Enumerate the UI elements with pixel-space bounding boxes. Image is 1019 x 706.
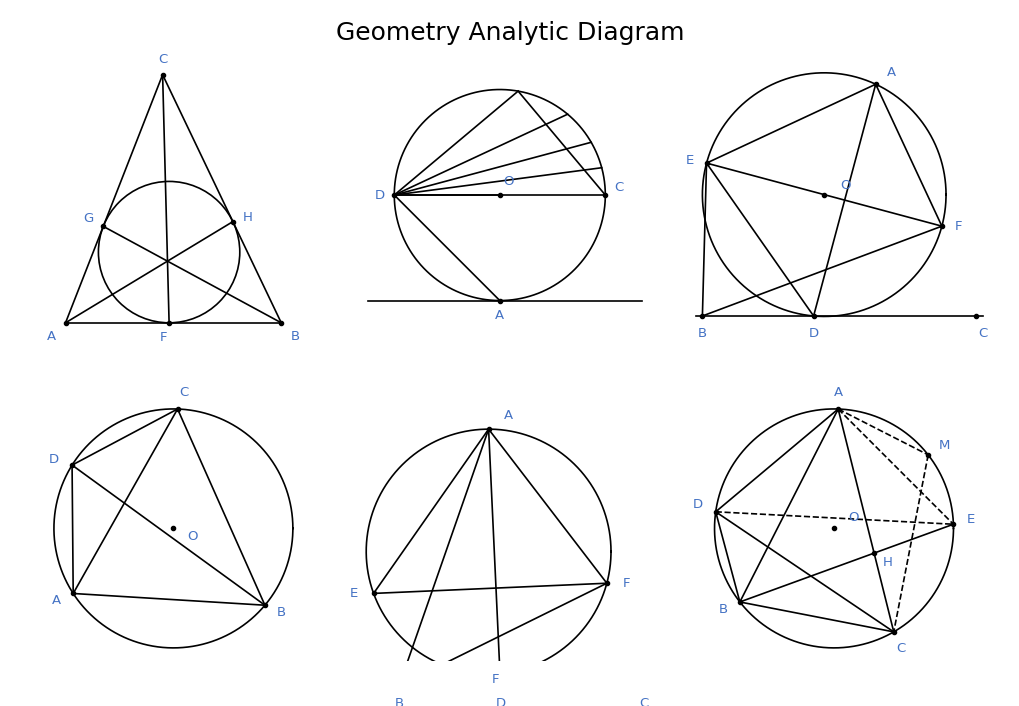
Text: C: C [613, 181, 623, 194]
Text: B: B [290, 330, 300, 343]
Text: C: C [158, 53, 167, 66]
Text: D: D [495, 698, 505, 706]
Text: C: C [896, 642, 905, 655]
Text: Geometry Analytic Diagram: Geometry Analytic Diagram [335, 21, 684, 45]
Text: A: A [495, 309, 503, 322]
Text: A: A [52, 594, 61, 607]
Text: A: A [833, 385, 842, 399]
Text: O: O [848, 511, 858, 525]
Text: A: A [887, 66, 896, 78]
Text: D: D [692, 498, 702, 511]
Text: F: F [954, 220, 962, 233]
Text: H: H [881, 556, 892, 569]
Text: D: D [808, 327, 818, 340]
Text: B: B [394, 698, 404, 706]
Text: C: C [178, 385, 187, 399]
Text: O: O [187, 530, 198, 544]
Text: D: D [49, 453, 59, 466]
Text: D: D [374, 189, 384, 201]
Text: E: E [350, 587, 358, 600]
Text: E: E [685, 154, 693, 167]
Text: C: C [977, 327, 986, 340]
Text: H: H [243, 211, 253, 224]
Text: B: B [277, 606, 286, 619]
Text: F: F [491, 673, 499, 686]
Text: C: C [639, 698, 648, 706]
Text: A: A [47, 330, 56, 343]
Text: F: F [622, 577, 630, 590]
Text: O: O [502, 175, 513, 188]
Text: B: B [717, 603, 727, 616]
Text: M: M [938, 439, 950, 452]
Text: E: E [966, 513, 974, 526]
Text: O: O [840, 179, 850, 191]
Text: B: B [697, 327, 706, 340]
Text: F: F [160, 331, 167, 345]
Text: G: G [83, 213, 93, 225]
Text: A: A [503, 409, 513, 422]
